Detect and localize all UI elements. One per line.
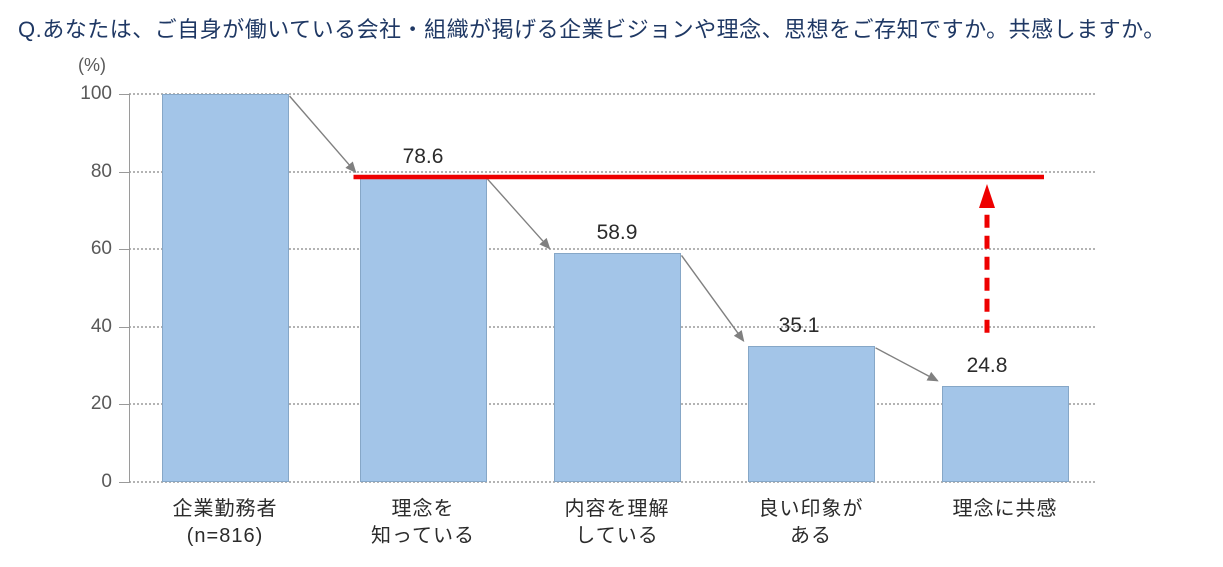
red-arrowhead	[979, 184, 995, 209]
gridline	[129, 481, 1095, 483]
y-tick-label: 40	[90, 315, 112, 337]
category-label: 理念を 知っている	[371, 498, 475, 547]
bar-value-label: 78.6	[402, 145, 444, 169]
bar-value-label: 58.9	[596, 221, 638, 245]
bar-1	[161, 94, 289, 482]
category-label: 良い印象が ある	[758, 498, 864, 547]
y-tick-label: 60	[90, 238, 112, 260]
y-axis-tick	[119, 249, 130, 251]
y-axis-unit-label: (%)	[78, 55, 106, 75]
y-tick-label: 80	[90, 160, 112, 182]
bar-2	[359, 177, 487, 482]
gridline	[129, 248, 1095, 251]
y-axis-tick	[119, 171, 130, 173]
category-label: 理念に共感	[952, 498, 1058, 520]
bar-value-label: 24.8	[966, 353, 1008, 377]
y-tick-label: 0	[101, 471, 112, 492]
category-label: 企業勤務者 (n=816)	[172, 498, 278, 547]
connector-arrow	[486, 178, 551, 250]
bar-5	[941, 385, 1069, 482]
y-axis-tick	[119, 326, 130, 328]
y-tick-label: 20	[90, 393, 112, 415]
category-label: 内容を理解 している	[564, 498, 670, 547]
y-axis-tick	[119, 94, 130, 95]
y-tick-label: 100	[80, 83, 112, 104]
bar-3	[553, 253, 681, 482]
y-axis-tick	[119, 404, 130, 406]
gridline	[129, 170, 1095, 173]
gridline	[129, 93, 1095, 95]
y-axis-tick	[119, 482, 130, 483]
bar-value-label: 35.1	[778, 313, 820, 337]
y-axis-line	[129, 94, 130, 483]
bar-4	[747, 345, 875, 482]
connector-arrow	[288, 95, 357, 174]
chart-title: Q.あなたは、ご自身が働いている会社・組織が掲げる企業ビジョンや理念、思想をご存…	[18, 17, 1166, 42]
